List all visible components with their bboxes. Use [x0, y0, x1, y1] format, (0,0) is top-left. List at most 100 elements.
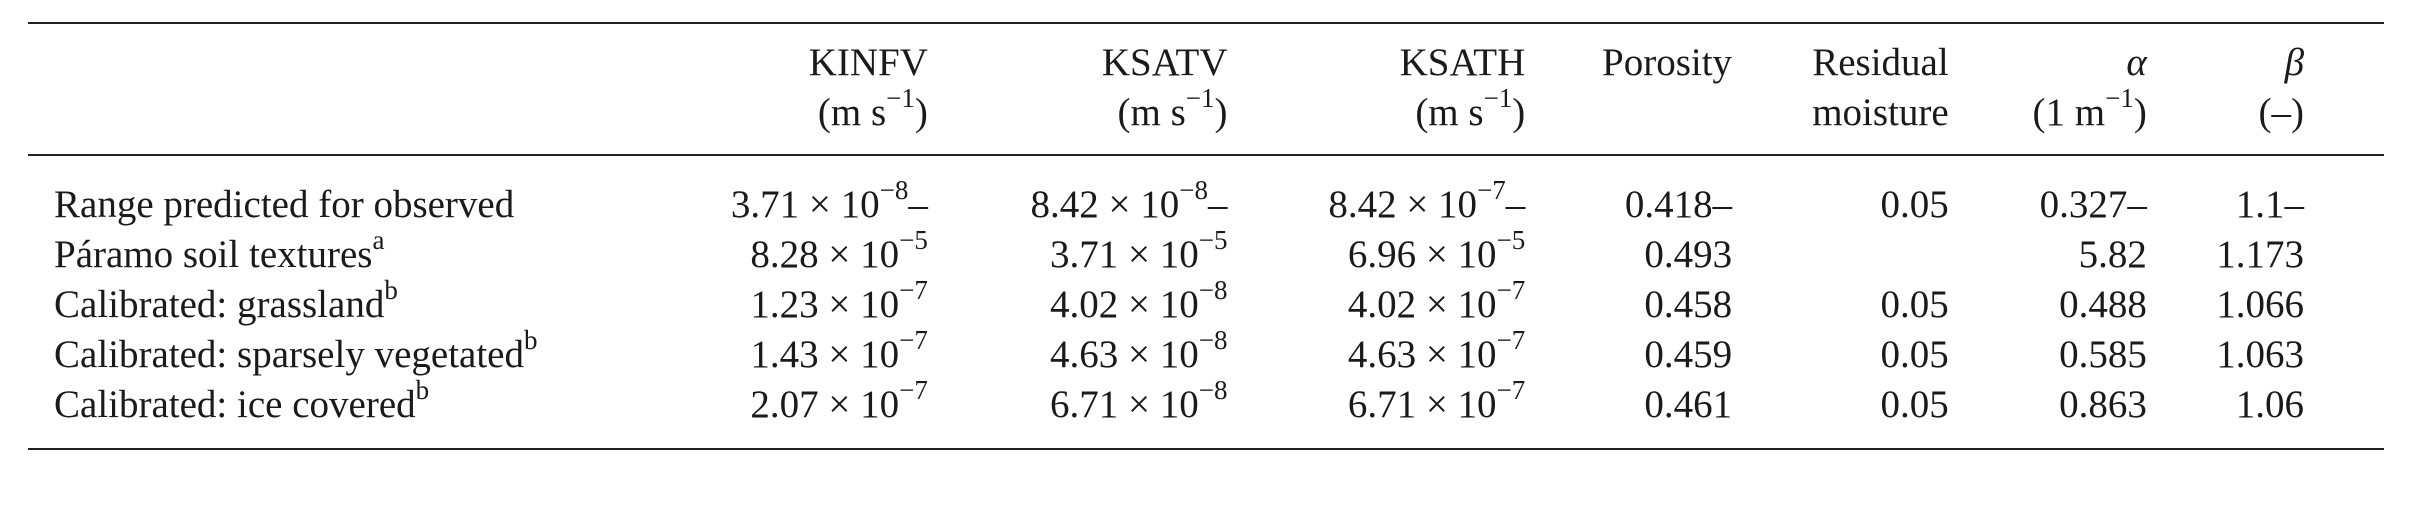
range-dash: – — [1505, 183, 1526, 226]
cell-kinfv: 8.28 × 10−5 — [624, 227, 927, 280]
times-ten: × 10 — [1406, 183, 1478, 226]
times-ten: × 10 — [1128, 333, 1199, 376]
exponent: −5 — [899, 225, 928, 255]
times-ten: × 10 — [828, 333, 900, 376]
exponent: −8 — [1179, 175, 1209, 205]
mantissa: 8.42 — [1328, 183, 1397, 226]
cell-alpha: 0.488 — [2059, 283, 2147, 326]
cell-porosity: 0.493 — [1644, 233, 1733, 276]
range-dash: – — [1208, 183, 1228, 226]
unit-close: ) — [914, 91, 928, 134]
range-dash: – — [908, 183, 928, 226]
cell-alpha: 0.585 — [2059, 333, 2147, 376]
cell-alpha: 0.863 — [1948, 380, 2147, 450]
table-row: Calibrated: ice coveredb 2.07 × 10−7 6.7… — [28, 377, 2384, 450]
cell-ksatv: 4.63 × 10−8 — [928, 327, 1227, 380]
cell-alpha: 0.327– — [1948, 154, 2147, 230]
cell-ksath: 4.02 × 10−7 — [1228, 277, 1525, 330]
cell-residual: 0.05 — [1732, 380, 1949, 450]
mantissa: 8.42 — [1030, 183, 1099, 226]
header-ksatv-unit: (m s−1) — [928, 85, 1228, 138]
cell-beta: 1.063 — [2216, 333, 2304, 376]
mantissa: 6.96 — [1347, 233, 1417, 276]
cell-ksatv: 4.02 × 10−8 — [928, 277, 1227, 330]
exponent: −7 — [899, 375, 928, 405]
exponent: −5 — [1198, 225, 1228, 255]
unit-text: (1 m — [2032, 91, 2106, 134]
unit-exponent: −1 — [1185, 83, 1215, 113]
exponent: −8 — [1198, 275, 1228, 305]
cell-beta: 1.06 — [2146, 380, 2384, 450]
unit-exponent: −1 — [2105, 83, 2134, 113]
header-kinfv: KINFV (m s−1) — [624, 22, 928, 155]
cell-ksatv: 6.71 × 10−8 — [927, 377, 1228, 450]
row-label-text: Range predicted for observed — [54, 183, 515, 226]
exponent: −8 — [1198, 375, 1228, 405]
unit-text: (m s — [1415, 91, 1484, 134]
table-row: Range predicted for observed 3.71 × 10−8… — [28, 154, 2384, 230]
header-ksath-name: KSATH — [1399, 41, 1526, 84]
times-ten: × 10 — [1425, 233, 1497, 276]
unit-text: (m s — [817, 91, 887, 134]
exponent: −7 — [899, 325, 928, 355]
mantissa: 4.63 — [1050, 333, 1119, 376]
exponent: −7 — [1496, 325, 1526, 355]
mantissa: 3.71 — [1050, 233, 1119, 276]
row-label: Páramo soil texturesa — [28, 227, 624, 280]
cell-porosity: 0.459 — [1644, 333, 1733, 376]
cell-kinfv: 1.43 × 10−7 — [624, 327, 927, 380]
header-ksatv-name: KSATV — [1101, 41, 1228, 84]
cell-residual: 0.05 — [1880, 333, 1949, 376]
times-ten: × 10 — [808, 183, 880, 226]
exponent: −7 — [899, 275, 928, 305]
mantissa: 4.02 — [1347, 283, 1417, 326]
header-alpha-name: α — [2126, 41, 2147, 84]
times-ten: × 10 — [828, 383, 900, 426]
header-porosity: Porosity — [1525, 22, 1733, 155]
times-ten: × 10 — [1425, 383, 1497, 426]
header-residual-moisture: Residual moisture — [1732, 22, 1949, 155]
table-row: Calibrated: grasslandb 1.23 × 10−7 4.02 … — [28, 277, 2384, 330]
mantissa: 4.63 — [1347, 333, 1417, 376]
header-ksath: KSATH (m s−1) — [1227, 22, 1526, 155]
times-ten: × 10 — [828, 233, 900, 276]
cell-beta: 1.173 — [2216, 233, 2304, 276]
exponent: −7 — [1496, 275, 1526, 305]
unit-close: ) — [2133, 91, 2147, 134]
table-row: Calibrated: sparsely vegetatedb 1.43 × 1… — [28, 327, 2384, 380]
footnote-marker: b — [415, 375, 430, 405]
row-label: Calibrated: ice coveredb — [28, 377, 625, 450]
header-kinfv-name: KINFV — [808, 41, 928, 84]
header-empty-cell — [28, 22, 625, 155]
times-ten: × 10 — [1128, 233, 1199, 276]
row-label: Calibrated: grasslandb — [28, 277, 624, 330]
times-ten: × 10 — [828, 283, 900, 326]
cell-residual — [1732, 230, 1949, 280]
cell-kinfv: 2.07 × 10−7 — [624, 377, 928, 450]
times-ten: × 10 — [1128, 283, 1199, 326]
cell-porosity: 0.461 — [1525, 380, 1733, 450]
mantissa: 3.71 — [730, 183, 800, 226]
header-alpha-unit: (1 m−1) — [1949, 85, 2147, 138]
cell-porosity: 0.458 — [1644, 283, 1733, 326]
row-label-text: Calibrated: grassland — [54, 283, 385, 326]
header-residual-name: Residual — [1812, 41, 1949, 84]
row-label: Range predicted for observed — [28, 154, 625, 230]
header-kinfv-unit: (m s−1) — [624, 85, 928, 138]
unit-exponent: −1 — [886, 83, 915, 113]
mantissa: 2.07 — [750, 383, 819, 426]
mantissa: 1.23 — [750, 283, 819, 326]
soil-parameter-table: KINFV (m s−1) KSATV (m s−1) KSATH (m s−1… — [28, 22, 2384, 450]
row-label-text: Calibrated: ice covered — [54, 383, 416, 426]
footnote-marker: b — [384, 275, 398, 305]
times-ten: × 10 — [1128, 383, 1199, 426]
mantissa: 1.43 — [750, 333, 819, 376]
header-beta-unit: (–) — [2258, 91, 2304, 134]
header-row: KINFV (m s−1) KSATV (m s−1) KSATH (m s−1… — [28, 22, 2384, 155]
exponent: −8 — [1198, 325, 1228, 355]
row-label-text: Calibrated: sparsely vegetated — [54, 333, 524, 376]
cell-kinfv: 1.23 × 10−7 — [624, 277, 927, 330]
row-label: Calibrated: sparsely vegetatedb — [28, 327, 624, 380]
cell-ksath: 8.42 × 10−7– — [1227, 154, 1526, 230]
times-ten: × 10 — [1108, 183, 1180, 226]
